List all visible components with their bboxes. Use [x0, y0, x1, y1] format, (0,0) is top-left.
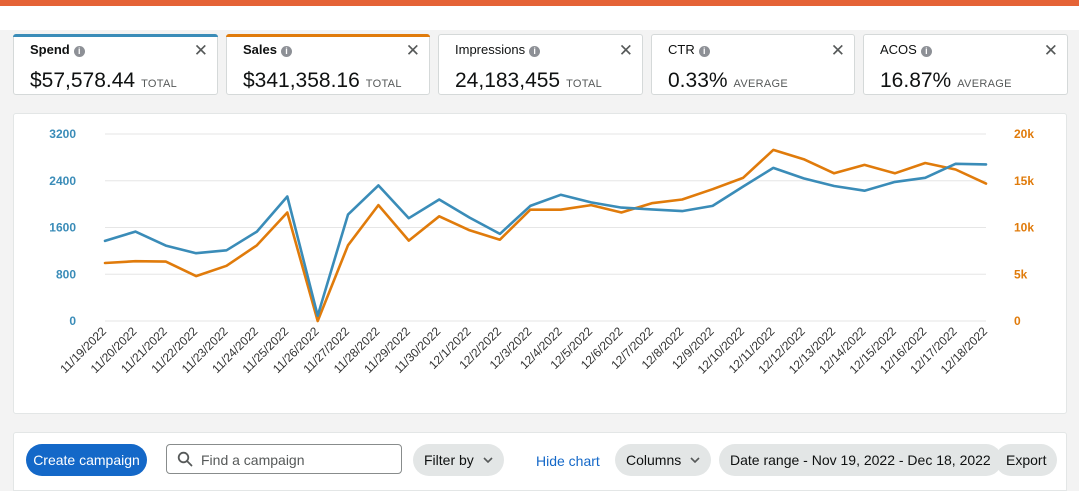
columns-button[interactable]: Columns [615, 444, 712, 476]
metric-label: ACOS i [880, 42, 932, 57]
y-right-tick-label: 5k [1014, 267, 1028, 281]
metric-label: Impressions i [455, 42, 541, 57]
close-icon[interactable]: ✕ [405, 41, 420, 60]
metric-value: 24,183,455 TOTAL [455, 69, 603, 92]
metric-sub: TOTAL [141, 78, 178, 90]
filter-by-label: Filter by [424, 452, 474, 468]
metric-label: Sales i [243, 42, 292, 57]
chevron-down-icon [690, 457, 700, 463]
metric-sub: AVERAGE [733, 78, 789, 90]
export-label: Export [1006, 452, 1047, 468]
series-line-sales [103, 148, 988, 323]
metric-card-impressions[interactable]: Impressions i ✕ 24,183,455 TOTAL [438, 34, 643, 95]
chart-card: 3200 2400 1600 800 0 20k 15k 10k 5k 0 11/19/2022 11… [13, 113, 1067, 414]
search-input[interactable] [199, 449, 398, 471]
metric-sub: TOTAL [365, 78, 402, 90]
metric-value: 0.33% AVERAGE [668, 69, 789, 92]
metric-value: $341,358.16 TOTAL [243, 69, 402, 92]
info-icon[interactable]: i [920, 46, 932, 57]
metric-label: Spend i [30, 42, 85, 57]
y-right-tick-label: 10k [1014, 221, 1034, 235]
columns-label: Columns [626, 452, 682, 468]
info-icon[interactable]: i [280, 46, 292, 57]
create-campaign-button[interactable]: Create campaign [26, 444, 147, 476]
y-left-tick-label: 1600 [49, 221, 76, 235]
close-icon[interactable]: ✕ [618, 41, 633, 60]
metric-card-spend[interactable]: Spend i ✕ $57,578.44 TOTAL [13, 34, 218, 95]
y-left-tick-label: 800 [56, 267, 76, 281]
info-icon[interactable]: i [529, 46, 541, 57]
metric-card-acos[interactable]: ACOS i ✕ 16.87% AVERAGE [863, 34, 1068, 95]
metric-sub: AVERAGE [957, 78, 1012, 90]
info-icon[interactable]: i [698, 46, 710, 57]
y-right-tick-label: 20k [1014, 127, 1034, 141]
close-icon[interactable]: ✕ [830, 41, 845, 60]
series-line-spend [103, 162, 988, 317]
filter-by-button[interactable]: Filter by [413, 444, 504, 476]
search-icon [177, 451, 193, 467]
y-right-tick-label: 0 [1014, 314, 1021, 328]
metric-value: 16.87% AVERAGE [880, 69, 1012, 92]
search-box[interactable] [166, 444, 402, 474]
campaign-toolbar: Create campaign Filter by Hide chart Col… [13, 432, 1067, 491]
close-icon[interactable]: ✕ [1043, 41, 1058, 60]
export-button[interactable]: Export [995, 444, 1058, 476]
date-range-button[interactable]: Date range - Nov 19, 2022 - Dec 18, 2022 [719, 444, 1002, 476]
info-icon[interactable]: i [73, 46, 85, 57]
y-left-tick-label: 0 [69, 314, 76, 328]
metric-card-ctr[interactable]: CTR i ✕ 0.33% AVERAGE [651, 34, 855, 95]
metric-card-sales[interactable]: Sales i ✕ $341,358.16 TOTAL [226, 34, 430, 95]
chevron-down-icon [483, 457, 493, 463]
metric-value: $57,578.44 TOTAL [30, 69, 178, 92]
metric-label: CTR i [668, 42, 710, 57]
metric-accent [13, 34, 218, 37]
y-right-tick-label: 15k [1014, 174, 1034, 188]
line-chart: 320024001600800020k15k10k5k011/19/202211… [49, 127, 1034, 377]
metric-accent [226, 34, 430, 37]
header-strip [0, 6, 1079, 30]
y-left-tick-label: 3200 [49, 127, 76, 141]
hide-chart-link[interactable]: Hide chart [536, 453, 600, 469]
y-left-tick-label: 2400 [49, 174, 76, 188]
date-range-label: Date range - Nov 19, 2022 - Dec 18, 2022 [730, 452, 991, 468]
metric-sub: TOTAL [566, 78, 603, 90]
close-icon[interactable]: ✕ [193, 41, 208, 60]
top-accent-bar [0, 0, 1079, 6]
